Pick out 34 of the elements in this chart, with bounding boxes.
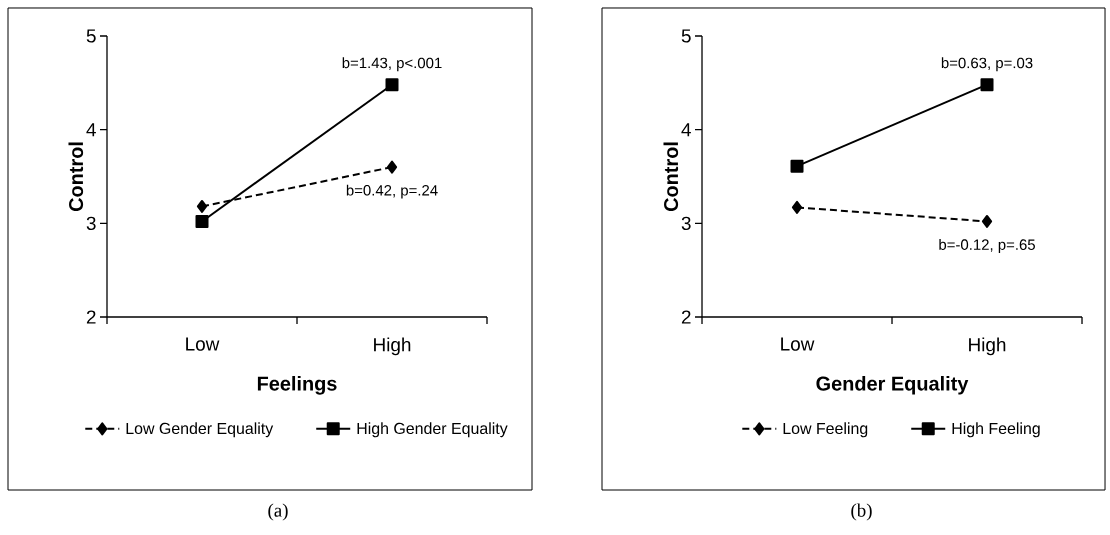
text: (b) [851,503,872,521]
y-tick-label: 3 [681,216,691,231]
legend-label: High Feeling [952,422,1040,438]
annotation: b=-0.12, p=.65 [939,238,1035,253]
point [386,160,398,174]
y-tick-label: 4 [86,123,96,137]
x-axis-title: Gender Equality [816,376,969,395]
point [790,159,804,173]
y-tick-label: 2 [86,310,96,324]
text: (a) [268,503,288,521]
y-axis-title: Control [68,142,84,212]
y-tick-label: 4 [681,123,691,137]
annotation: b=0.42, p=.24 [346,184,438,199]
point [196,199,208,213]
y-axis-title: Control [663,142,679,212]
y-tick-label: 3 [86,216,96,231]
x-tick-label: High [374,337,411,356]
point [385,78,399,92]
point [981,214,993,228]
point [980,78,994,92]
legend-label: Low Feeling [783,422,868,438]
x-tick-label: High [969,337,1006,356]
y-tick-label: 5 [86,29,96,43]
annotation: b=1.43, p<.001 [342,57,442,72]
point [791,200,803,214]
point [195,214,209,228]
legend-label: Low Gender Equality [126,422,274,438]
y-tick-label: 2 [681,310,691,324]
legend-label: High Gender Equality [357,422,508,438]
x-axis-title: Feelings [257,376,337,395]
y-tick-label: 5 [681,29,691,43]
x-tick-label: Low [186,337,220,351]
x-tick-label: Low [781,337,815,351]
annotation: b=0.63, p=.03 [941,57,1033,72]
